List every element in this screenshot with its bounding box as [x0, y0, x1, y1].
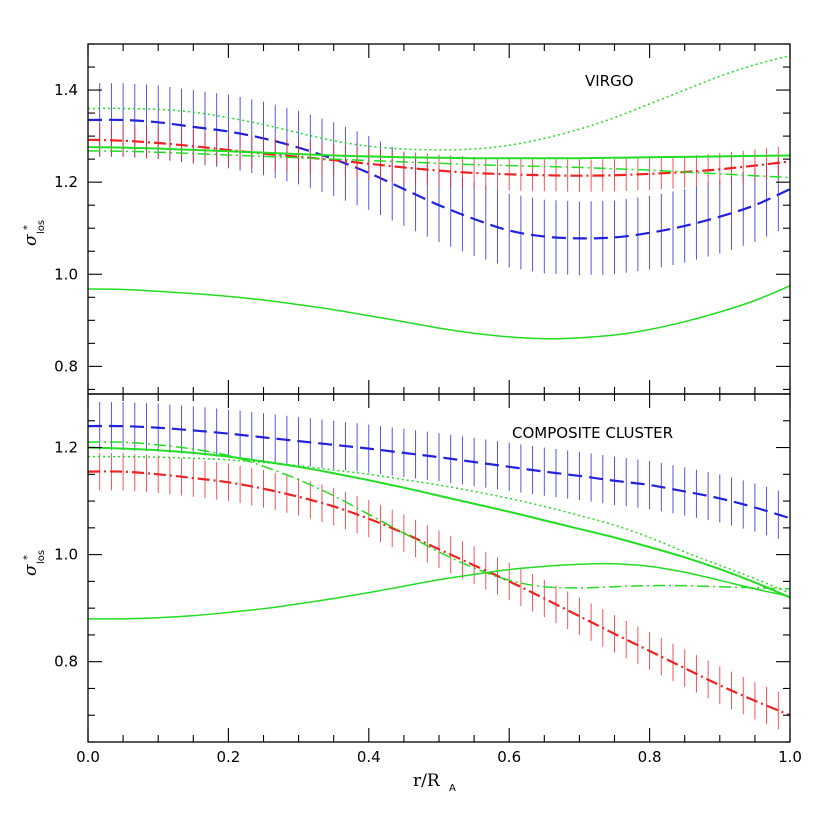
y-tick-label: 0.8: [54, 653, 78, 671]
series-2: [87, 54, 791, 151]
series-line: [87, 562, 791, 620]
y-tick-label: 1.0: [54, 265, 78, 283]
y-axis-title-main-virgo: σ: [21, 234, 41, 246]
series-line: [87, 54, 791, 151]
x-axis-title-main: r/R: [413, 771, 441, 791]
series-line: [87, 118, 791, 240]
series-1: [87, 123, 791, 192]
series-line: [87, 455, 791, 594]
series-3: [87, 146, 791, 160]
series-4: [87, 441, 791, 590]
panel-composite-cluster: COMPOSITE CLUSTER 0.8 1.0 1.2: [54, 393, 791, 743]
y-tick-label: 1.4: [54, 81, 78, 99]
series-0: [87, 402, 791, 543]
y-tick-label: 0.8: [54, 357, 78, 375]
x-tick-labels: 0.0 0.2 0.4 0.6 0.8 1.0: [76, 748, 802, 766]
panel-virgo: VIRGO 0.8 1.0 1.2 1.4: [54, 43, 791, 395]
x-tick-label: 0.8: [638, 748, 662, 766]
series-5: [87, 285, 791, 340]
series-5: [87, 562, 791, 620]
x-tick-label: 0.4: [357, 748, 381, 766]
series-line: [87, 446, 791, 599]
y-axis-title-main-composite: σ: [21, 564, 41, 576]
series-1: [87, 452, 791, 734]
y-tick-label: 1.0: [54, 546, 78, 564]
panel-label-composite: COMPOSITE CLUSTER: [512, 424, 673, 442]
series-layer-composite: [87, 402, 791, 734]
y-axis-title-sub-virgo: los: [36, 220, 47, 234]
series-4: [87, 150, 791, 179]
series-layer-virgo: [87, 54, 791, 340]
y-ticks-virgo: 0.8 1.0 1.2 1.4: [54, 43, 790, 390]
y-axis-title-sup-composite: *: [22, 555, 33, 560]
x-tick-label: 0.6: [497, 748, 521, 766]
y-axis-title-sup-virgo: *: [22, 225, 33, 230]
x-tick-label: 0.2: [216, 748, 240, 766]
x-tick-label: 1.0: [778, 748, 802, 766]
series-line: [87, 470, 791, 717]
plot-frame-composite: [87, 393, 791, 743]
x-tick-label: 0.0: [76, 748, 100, 766]
series-line: [87, 441, 791, 590]
series-line: [87, 146, 791, 160]
series-line: [87, 424, 791, 520]
panel-label-virgo: VIRGO: [585, 72, 634, 90]
y-axis-title-sub-composite: los: [36, 550, 47, 564]
x-axis-title-sub: A: [449, 783, 456, 794]
series-line: [87, 150, 791, 179]
x-axis-title: r/R: [413, 771, 441, 791]
y-axis-title-composite: σ * los: [21, 550, 47, 576]
series-line: [87, 138, 791, 177]
series-2: [87, 455, 791, 594]
y-tick-label: 1.2: [54, 173, 78, 191]
y-axis-title-virgo: σ * los: [21, 220, 47, 246]
series-3: [87, 446, 791, 599]
series-line: [87, 285, 791, 340]
y-tick-label: 1.2: [54, 439, 78, 457]
